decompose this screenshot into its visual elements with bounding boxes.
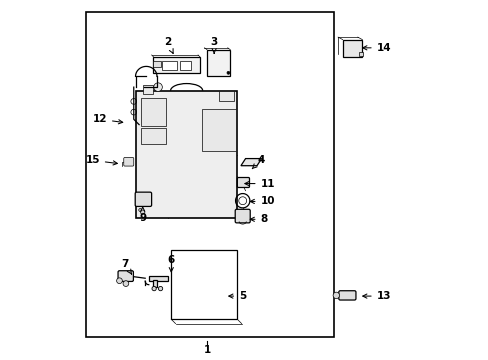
Text: 4: 4	[252, 156, 264, 169]
Text: 11: 11	[244, 179, 275, 189]
Bar	[171, 249, 237, 319]
Circle shape	[139, 208, 142, 211]
Text: 15: 15	[85, 156, 117, 165]
Bar	[153, 61, 161, 67]
Bar	[358, 52, 363, 56]
Circle shape	[116, 278, 122, 284]
Text: 6: 6	[167, 255, 175, 272]
Bar	[141, 98, 165, 126]
Circle shape	[332, 292, 339, 298]
FancyBboxPatch shape	[118, 271, 133, 282]
Circle shape	[123, 281, 128, 287]
Text: 13: 13	[362, 291, 390, 301]
Bar	[85, 12, 333, 337]
Bar	[180, 61, 190, 70]
FancyBboxPatch shape	[123, 157, 134, 166]
Bar	[201, 109, 235, 152]
Bar	[141, 128, 165, 144]
Text: 12: 12	[92, 114, 122, 124]
Bar	[142, 85, 153, 94]
Text: 2: 2	[164, 37, 173, 53]
Text: 1: 1	[203, 345, 210, 355]
Circle shape	[140, 210, 144, 214]
Circle shape	[152, 287, 156, 291]
Text: 7: 7	[121, 259, 131, 274]
FancyBboxPatch shape	[235, 209, 250, 223]
Text: 3: 3	[210, 37, 217, 53]
Circle shape	[158, 287, 163, 291]
FancyBboxPatch shape	[237, 177, 249, 188]
Polygon shape	[153, 57, 200, 73]
Polygon shape	[241, 158, 261, 166]
FancyBboxPatch shape	[338, 291, 355, 300]
Bar	[219, 91, 233, 102]
Bar	[152, 280, 157, 287]
Text: 8: 8	[250, 214, 267, 224]
Circle shape	[226, 71, 229, 74]
Bar	[148, 276, 168, 281]
Text: 10: 10	[250, 197, 275, 206]
Bar	[162, 61, 176, 70]
Text: 14: 14	[362, 43, 390, 53]
FancyBboxPatch shape	[135, 192, 151, 206]
Circle shape	[153, 83, 162, 91]
Text: 5: 5	[228, 291, 246, 301]
Bar	[342, 40, 362, 57]
Text: 9: 9	[139, 207, 146, 222]
Bar	[135, 91, 237, 217]
Bar	[206, 50, 230, 76]
